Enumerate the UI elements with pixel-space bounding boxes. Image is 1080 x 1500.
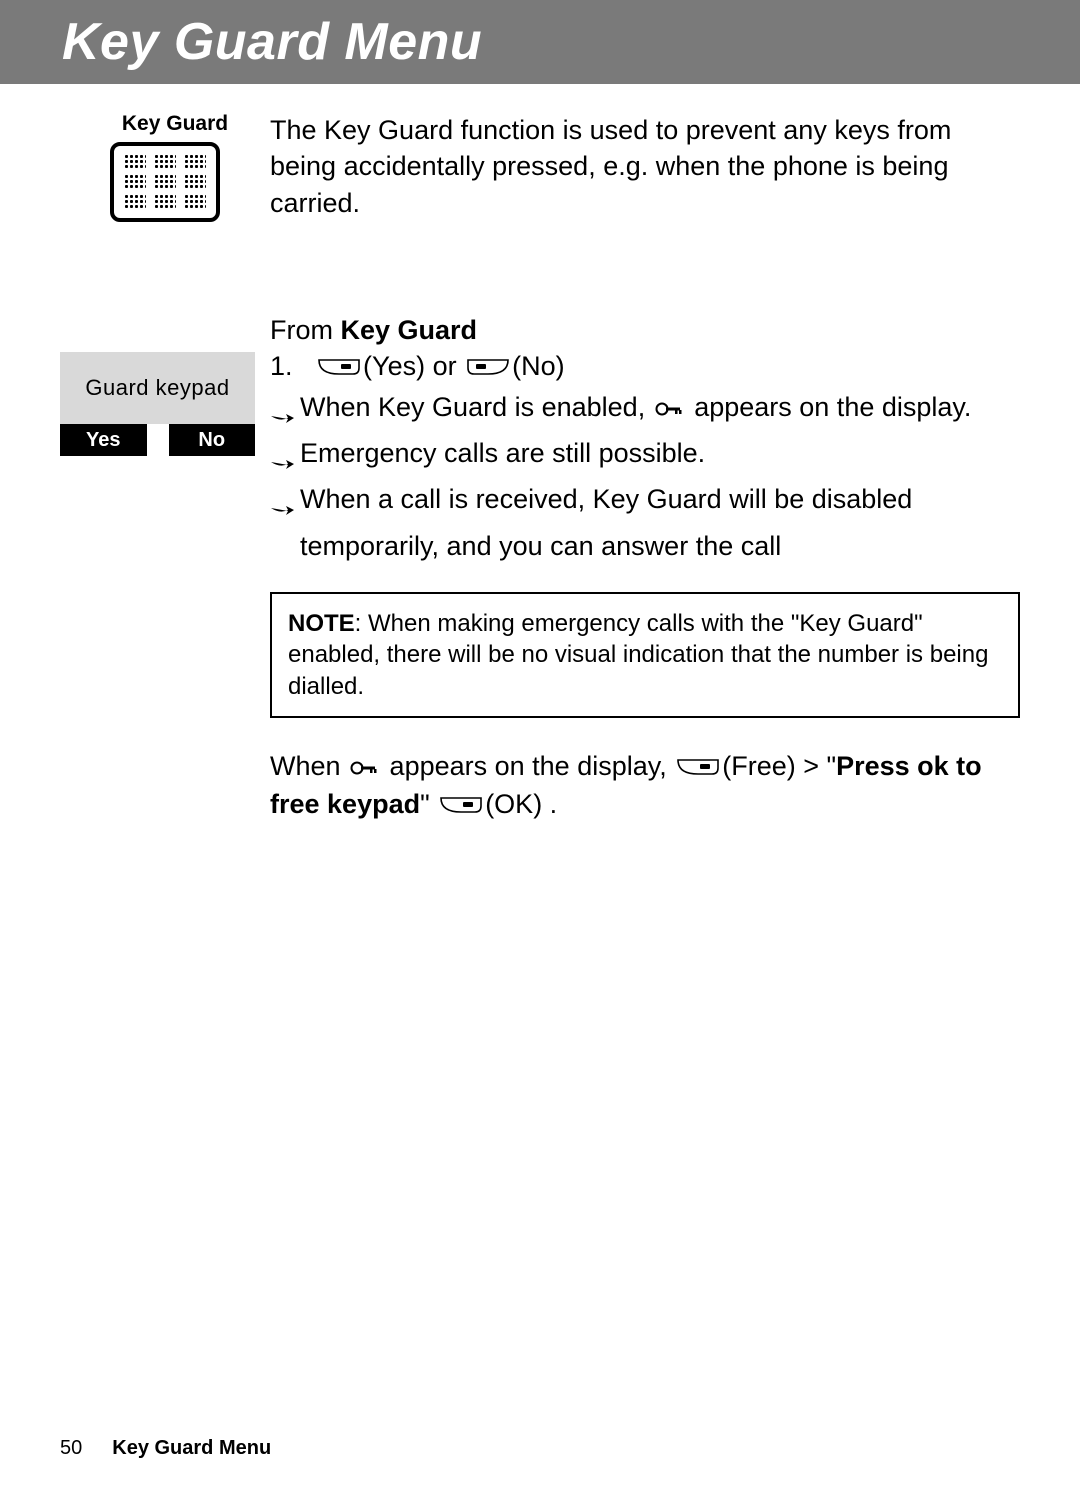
- arrow-bullet-icon: [270, 389, 300, 433]
- intro-row: Key Guard The Key Guard function is used…: [60, 112, 1020, 222]
- screen-label: Guard keypad: [60, 352, 255, 424]
- keylock-icon: [655, 391, 685, 427]
- bullet-2: Emergency calls are still possible.: [270, 435, 1020, 479]
- phone-screen-mock: Guard keypad Yes No: [60, 352, 255, 456]
- step-1: 1. (Yes) or (No): [270, 348, 1020, 386]
- bullet-1: When Key Guard is enabled, appears on th…: [270, 389, 1020, 433]
- bullet-3: When a call is received, Key Guard will …: [270, 481, 1020, 525]
- from-line: From Key Guard: [270, 312, 1020, 348]
- content-area: Key Guard The Key Guard function is used…: [0, 84, 1080, 824]
- intro-text: The Key Guard function is used to preven…: [270, 112, 1020, 221]
- keypad-dots-icon: [124, 154, 206, 210]
- footer-title: Key Guard Menu: [112, 1437, 271, 1460]
- icon-caption: Key Guard: [80, 112, 270, 136]
- keylock-icon: [350, 750, 380, 786]
- screen-mock-col: Guard keypad Yes No: [60, 312, 270, 456]
- screen-yes-button: Yes: [60, 424, 147, 456]
- page-header: Key Guard Menu: [0, 0, 1080, 84]
- intro-left-col: Key Guard: [60, 112, 270, 222]
- softkey-left-icon: [439, 788, 483, 824]
- note-body: : When making emergency calls with the "…: [288, 610, 988, 699]
- header-title: Key Guard Menu: [62, 13, 482, 71]
- softkey-right-icon: [466, 350, 510, 386]
- note-label: NOTE: [288, 610, 355, 637]
- arrow-bullet-icon: [270, 435, 300, 479]
- softkey-left-icon: [676, 750, 720, 786]
- page-number: 50: [60, 1437, 82, 1460]
- page-footer: 50 Key Guard Menu: [60, 1437, 271, 1460]
- screen-no-button: No: [169, 424, 256, 456]
- note-box: NOTE: When making emergency calls with t…: [270, 592, 1020, 718]
- instructions-text: From Key Guard 1. (Yes) or (No): [270, 312, 1020, 564]
- unlock-instruction: When appears on the display, (Free) > "P…: [270, 748, 1020, 824]
- keyguard-icon: [110, 142, 220, 222]
- softkey-left-icon: [317, 350, 361, 386]
- instructions-section: Guard keypad Yes No From Key Guard 1.: [60, 312, 1020, 564]
- bullet-3-cont: temporarily, and you can answer the call: [300, 528, 1020, 564]
- arrow-bullet-icon: [270, 481, 300, 525]
